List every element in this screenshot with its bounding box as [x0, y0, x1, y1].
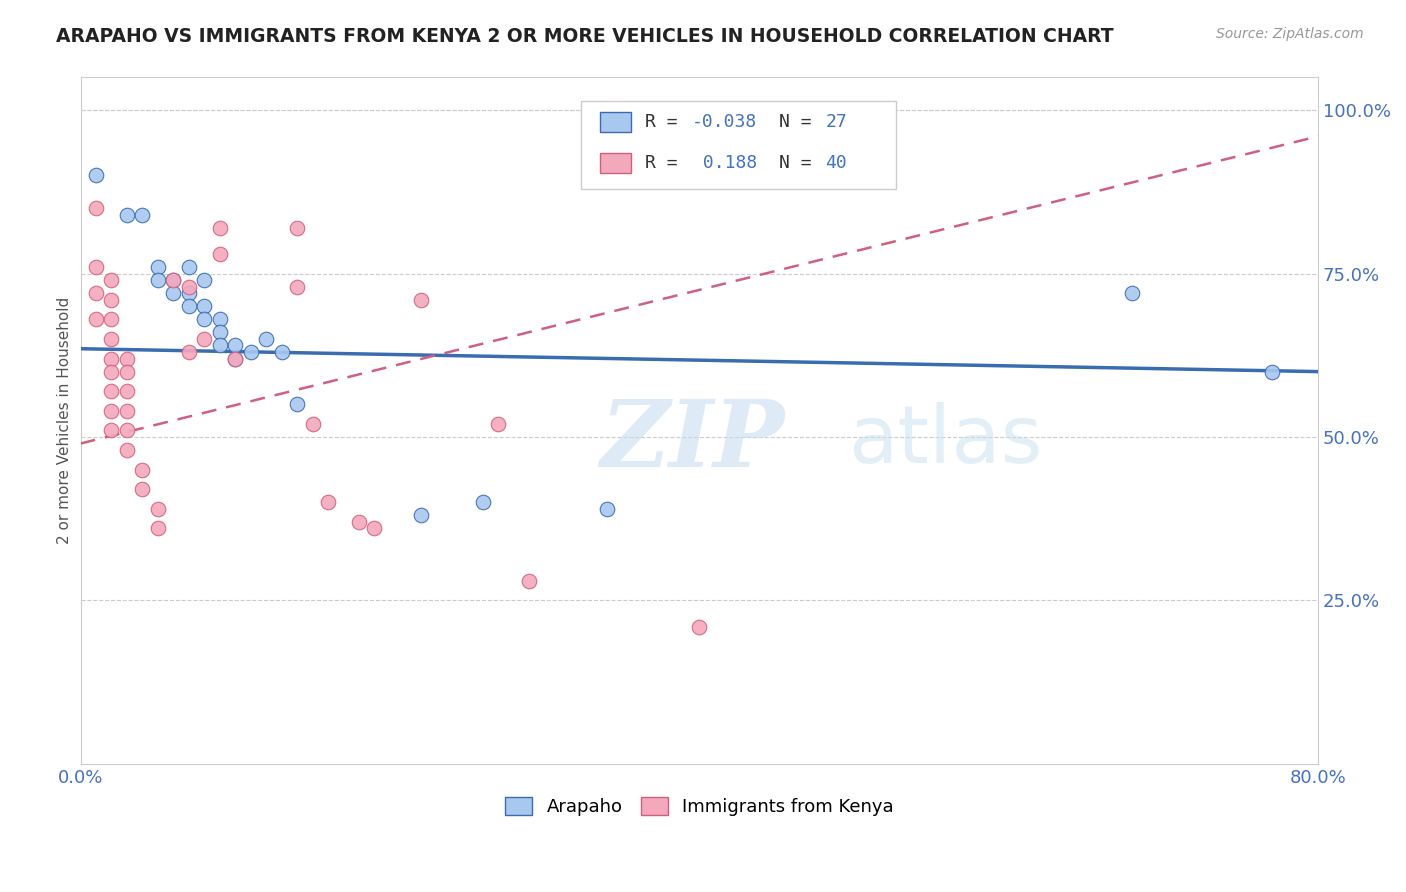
Point: [146, 501, 169, 516]
Point: [177, 279, 200, 293]
Point: [1261, 365, 1284, 379]
Point: [208, 247, 231, 261]
Point: [347, 515, 370, 529]
Point: [100, 351, 122, 366]
Point: [224, 351, 246, 366]
Point: [115, 443, 138, 458]
Point: [131, 208, 153, 222]
Point: [208, 338, 231, 352]
Point: [131, 483, 153, 497]
Point: [224, 351, 246, 366]
Point: [301, 417, 323, 431]
Point: [146, 260, 169, 274]
Point: [100, 424, 122, 438]
Point: [84, 169, 107, 183]
Point: [115, 424, 138, 438]
Point: [100, 312, 122, 326]
Point: [84, 201, 107, 215]
Point: [208, 312, 231, 326]
Text: 0.188: 0.188: [692, 154, 756, 172]
Text: N =: N =: [779, 154, 823, 172]
Point: [115, 365, 138, 379]
Point: [100, 332, 122, 346]
Point: [162, 273, 184, 287]
Point: [254, 332, 277, 346]
Point: [115, 404, 138, 418]
Point: [146, 273, 169, 287]
Point: [177, 345, 200, 359]
Point: [100, 365, 122, 379]
Point: [162, 273, 184, 287]
Point: [517, 574, 540, 588]
Point: [193, 312, 215, 326]
Point: [84, 260, 107, 274]
Point: [208, 220, 231, 235]
Point: [409, 293, 432, 307]
Point: [115, 208, 138, 222]
Text: 40: 40: [825, 154, 846, 172]
Y-axis label: 2 or more Vehicles in Household: 2 or more Vehicles in Household: [58, 297, 72, 544]
Point: [486, 417, 509, 431]
Point: [177, 260, 200, 274]
Point: [208, 326, 231, 340]
Text: N =: N =: [779, 113, 823, 131]
Point: [100, 293, 122, 307]
Text: -0.038: -0.038: [692, 113, 756, 131]
Point: [363, 521, 385, 535]
Point: [100, 384, 122, 399]
Point: [193, 273, 215, 287]
Point: [285, 220, 308, 235]
Text: R =: R =: [645, 113, 689, 131]
Point: [100, 404, 122, 418]
Text: ZIP: ZIP: [600, 396, 785, 486]
Text: ARAPAHO VS IMMIGRANTS FROM KENYA 2 OR MORE VEHICLES IN HOUSEHOLD CORRELATION CHA: ARAPAHO VS IMMIGRANTS FROM KENYA 2 OR MO…: [56, 27, 1114, 45]
Text: 27: 27: [825, 113, 846, 131]
Point: [131, 463, 153, 477]
Point: [285, 279, 308, 293]
Point: [285, 397, 308, 411]
Point: [193, 332, 215, 346]
Point: [193, 299, 215, 313]
Point: [177, 299, 200, 313]
Point: [224, 338, 246, 352]
Point: [115, 351, 138, 366]
Legend: Arapaho, Immigrants from Kenya: Arapaho, Immigrants from Kenya: [498, 789, 901, 823]
Point: [146, 521, 169, 535]
Text: Source: ZipAtlas.com: Source: ZipAtlas.com: [1216, 27, 1364, 41]
Point: [177, 286, 200, 301]
Text: atlas: atlas: [848, 402, 1042, 480]
Point: [239, 345, 262, 359]
Point: [162, 286, 184, 301]
Point: [316, 495, 339, 509]
Text: R =: R =: [645, 154, 689, 172]
Point: [270, 345, 292, 359]
Point: [1121, 286, 1143, 301]
Point: [409, 508, 432, 523]
Point: [100, 273, 122, 287]
Point: [84, 312, 107, 326]
Point: [595, 501, 617, 516]
Point: [84, 286, 107, 301]
Point: [688, 619, 710, 633]
Point: [115, 384, 138, 399]
Point: [471, 495, 494, 509]
